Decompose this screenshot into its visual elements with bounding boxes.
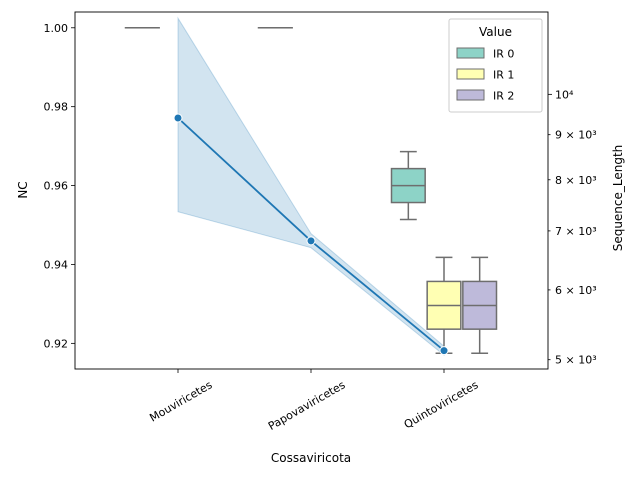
box-ir0-quintoviricetes bbox=[390, 150, 426, 221]
legend-items: IR 0 IR 1 IR 2 bbox=[456, 47, 514, 103]
legend-entry-label: IR 2 bbox=[493, 90, 514, 103]
right-axis-label: Sequence_Length bbox=[611, 145, 625, 252]
x-tick-label: Papovaviricetes bbox=[266, 378, 348, 433]
right-tick-label: 9 × 10³ bbox=[555, 129, 597, 142]
right-tick-label: 10⁴ bbox=[555, 88, 574, 101]
left-tick-label: 1.00 bbox=[44, 22, 69, 35]
axes-frame bbox=[74, 11, 549, 370]
x-tick-label: Mouviricetes bbox=[147, 378, 214, 424]
right-tick-label: 6 × 10³ bbox=[555, 284, 597, 297]
line-point-quintoviricetes bbox=[439, 346, 449, 356]
left-tick-label: 0.94 bbox=[44, 258, 69, 271]
box-ir2-quintoviricetes bbox=[462, 256, 498, 354]
right-axis: 5 × 10³ 6 × 10³ 7 × 10³ 8 × 10³ 9 × 10³ 10⁴ bbox=[548, 88, 597, 367]
legend-frame bbox=[448, 18, 543, 113]
plot-area bbox=[124, 16, 498, 357]
legend-swatch bbox=[456, 47, 485, 59]
x-axis-label: Cossaviricota bbox=[271, 451, 351, 465]
left-tick-label: 0.92 bbox=[44, 337, 69, 350]
line-point-papovaviricetes bbox=[306, 236, 316, 246]
right-tick-label: 5 × 10³ bbox=[555, 354, 597, 367]
left-axis-label: NC bbox=[16, 181, 30, 198]
right-tick-label: 7 × 10³ bbox=[555, 225, 597, 238]
legend: Value IR 0 IR 1 IR 2 bbox=[448, 18, 543, 113]
legend-entry-label: IR 1 bbox=[493, 69, 514, 82]
x-tick-label: Quintoviricetes bbox=[402, 378, 481, 431]
legend-swatch bbox=[456, 68, 485, 80]
left-tick-label: 0.96 bbox=[44, 180, 69, 193]
line-point-mouviricetes bbox=[173, 113, 183, 123]
x-axis: Mouviricetes Papovaviricetes Quintoviricet… bbox=[147, 369, 481, 433]
right-tick-label: 8 × 10³ bbox=[555, 174, 597, 187]
left-axis: 0.92 0.94 0.96 0.98 1.00 bbox=[44, 22, 75, 350]
legend-title: Value bbox=[479, 25, 512, 39]
box-ir1-quintoviricetes bbox=[426, 256, 462, 354]
legend-swatch bbox=[456, 89, 485, 101]
legend-entry-label: IR 0 bbox=[493, 48, 514, 61]
left-tick-label: 0.98 bbox=[44, 101, 69, 114]
